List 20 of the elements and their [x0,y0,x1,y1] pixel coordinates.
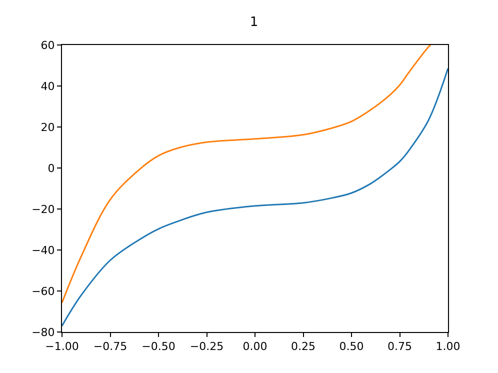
y-tick-label: 20 [40,120,55,134]
chart-title: 1 [250,15,258,30]
y-tick-label: −80 [32,326,55,339]
x-tick-label: 1.00 [436,340,460,354]
y-tick-label: −20 [32,202,55,216]
x-tick-label: 0.00 [242,340,268,354]
y-tick-label: −40 [32,244,55,257]
x-tick-label: 0.25 [291,340,316,354]
x-tick-label: 0.50 [339,340,364,354]
y-tick-label: −60 [32,284,55,298]
x-tick-label: −1.00 [45,340,79,354]
y-tick-label: 40 [40,80,55,93]
x-tick-label: −0.75 [93,340,128,354]
line-series [62,45,432,304]
y-tick-label: 60 [40,38,55,52]
x-tick-label: −0.25 [190,340,224,354]
line-series [62,68,448,327]
x-tick-label: −0.50 [142,340,176,354]
y-tick-label: 0 [48,162,55,175]
x-tick-label: 0.75 [388,340,412,354]
